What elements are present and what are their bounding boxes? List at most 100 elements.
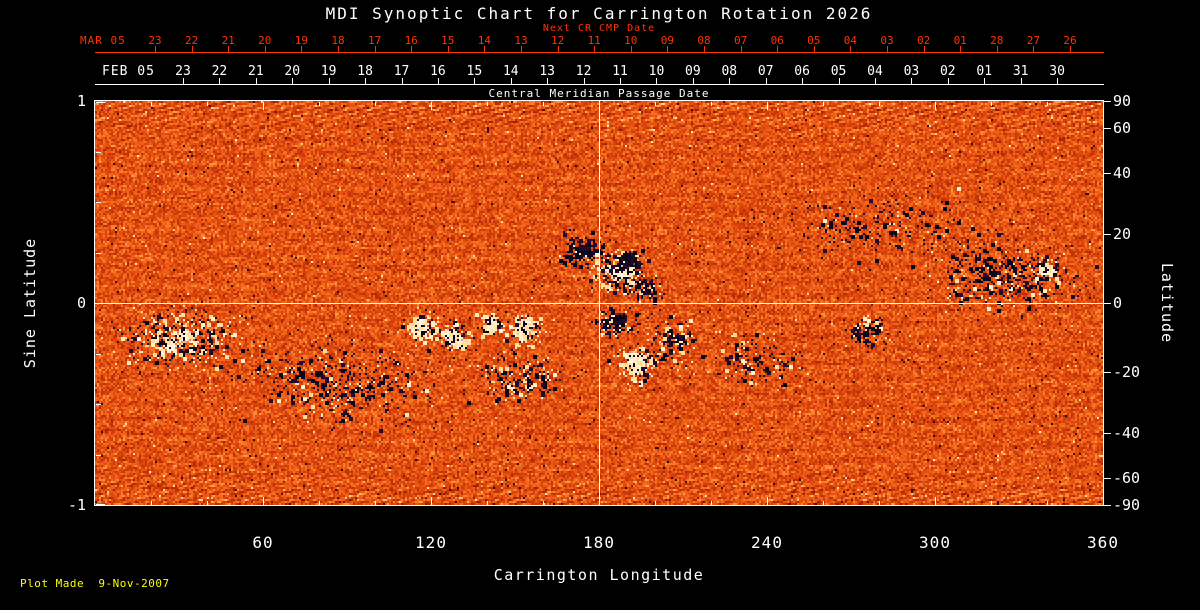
latitude-tick	[1104, 432, 1111, 434]
cmp-date-tick-label: 10	[648, 64, 665, 79]
cmp-date-tick-label: 14	[502, 64, 519, 79]
latitude-tick	[1104, 505, 1111, 506]
longitude-tick-label: 240	[751, 533, 783, 552]
latitude-tick-label: 40	[1113, 164, 1132, 183]
cmp-date-tick-label: 22	[211, 64, 228, 79]
next-cr-date-tick-label: 02	[916, 34, 931, 47]
longitude-tick	[823, 102, 824, 106]
plot-made-timestamp: Plot Made 9-Nov-2007	[20, 577, 170, 590]
sine-latitude-tick	[96, 303, 105, 304]
longitude-tick	[711, 501, 712, 505]
longitude-tick	[1047, 501, 1048, 505]
cmp-date-tick	[547, 78, 549, 84]
crosshair-horizontal-line	[95, 303, 1103, 304]
latitude-tick	[1104, 233, 1111, 235]
central-meridian-passage-date-label: Central Meridian Passage Date	[488, 87, 710, 100]
sine-latitude-minor-tick	[96, 151, 101, 153]
next-cr-date-tick-label: 09	[660, 34, 675, 47]
next-cr-date-tick	[850, 46, 852, 52]
cmp-date-tick-label: 05	[830, 64, 847, 79]
cmp-date-tick	[692, 78, 694, 84]
next-cr-date-tick	[960, 46, 962, 52]
cmp-date-tick	[874, 78, 876, 84]
longitude-tick-label: 180	[583, 533, 615, 552]
cmp-date-tick	[911, 78, 913, 84]
next-cr-date-tick	[704, 46, 705, 52]
cmp-date-tick	[1057, 78, 1059, 84]
sine-latitude-tick	[96, 504, 105, 505]
longitude-tick	[319, 501, 320, 505]
cmp-date-tick	[183, 78, 184, 84]
longitude-tick	[319, 102, 320, 106]
longitude-tick	[151, 102, 152, 106]
cmp-date-tick	[656, 78, 658, 84]
cmp-date-tick	[729, 78, 731, 84]
longitude-tick	[935, 102, 936, 110]
longitude-tick-label: 360	[1087, 533, 1119, 552]
cmp-date-tick-label: 23	[175, 64, 191, 79]
latitude-tick	[1104, 128, 1111, 130]
cmp-date-tick-label: 15	[466, 64, 483, 79]
next-cr-cmp-date-label: Next CR CMP Date	[542, 23, 656, 34]
next-cr-date-tick	[557, 46, 559, 52]
sine-latitude-minor-tick	[96, 454, 101, 456]
longitude-tick	[935, 497, 936, 505]
longitude-tick	[711, 102, 712, 106]
cmp-date-tick-label: 20	[284, 64, 301, 79]
longitude-tick	[263, 102, 264, 110]
next-cr-date-tick-label: 28	[990, 34, 1004, 47]
next-cr-date-tick-label: 18	[331, 34, 345, 47]
next-cr-date-tick	[411, 46, 413, 52]
next-cr-date-tick-label: 26	[1063, 34, 1077, 47]
cmp-month-label: FEB 05	[102, 64, 155, 79]
next-cr-date-tick	[1033, 46, 1035, 52]
cmp-date-tick-label: 08	[721, 64, 738, 79]
cmp-date-tick-label: 06	[794, 64, 810, 79]
longitude-tick	[599, 102, 600, 110]
next-cr-date-tick-label: 10	[624, 34, 638, 47]
sine-latitude-minor-tick	[96, 252, 101, 254]
sine-latitude-minor-tick	[96, 202, 101, 203]
sine-latitude-tick-label: 1	[76, 92, 86, 110]
latitude-tick-label: 90	[1113, 92, 1132, 110]
next-cr-date-tick-label: 07	[733, 34, 748, 47]
sine-latitude-axis-label: Sine Latitude	[21, 237, 39, 369]
next-cr-date-tick	[887, 46, 888, 52]
cmp-axis-line	[95, 84, 1104, 85]
latitude-tick	[1104, 303, 1111, 304]
longitude-tick	[487, 102, 488, 106]
latitude-tick	[1104, 173, 1111, 175]
next-cr-date-tick-label: 27	[1026, 34, 1041, 47]
next-cr-date-tick-label: 14	[477, 34, 492, 47]
cmp-date-tick-label: 18	[357, 64, 373, 79]
latitude-tick	[1104, 372, 1111, 374]
longitude-tick	[879, 501, 880, 505]
longitude-tick	[375, 102, 376, 106]
plot-frame	[94, 100, 1104, 506]
latitude-tick-label: 60	[1113, 119, 1132, 138]
latitude-tick	[1104, 101, 1111, 102]
cmp-date-tick	[219, 78, 221, 84]
next-cr-date-tick-label: 13	[514, 34, 528, 47]
sine-latitude-tick-label: -1	[67, 496, 86, 514]
longitude-tick	[767, 102, 768, 110]
longitude-tick	[263, 497, 264, 505]
longitude-tick	[207, 501, 208, 505]
cmp-date-tick-label: 02	[939, 64, 956, 79]
cmp-date-tick-label: 17	[393, 64, 410, 79]
cmp-date-tick	[510, 78, 512, 84]
sine-latitude-minor-tick	[96, 353, 101, 355]
cmp-date-tick-label: 07	[757, 64, 774, 79]
longitude-tick	[375, 501, 376, 505]
cmp-date-tick	[401, 78, 403, 84]
longitude-tick-label: 120	[415, 533, 447, 552]
next-cr-month-label: MAR 05	[80, 34, 126, 47]
latitude-tick-label: -20	[1113, 363, 1141, 382]
cmp-date-tick	[984, 78, 986, 84]
next-cr-date-tick	[338, 46, 339, 52]
next-cr-date-tick	[264, 46, 266, 52]
longitude-tick	[991, 501, 992, 505]
next-cr-date-tick-label: 06	[770, 34, 784, 47]
next-cr-date-tick	[301, 46, 303, 52]
longitude-tick	[1047, 102, 1048, 106]
